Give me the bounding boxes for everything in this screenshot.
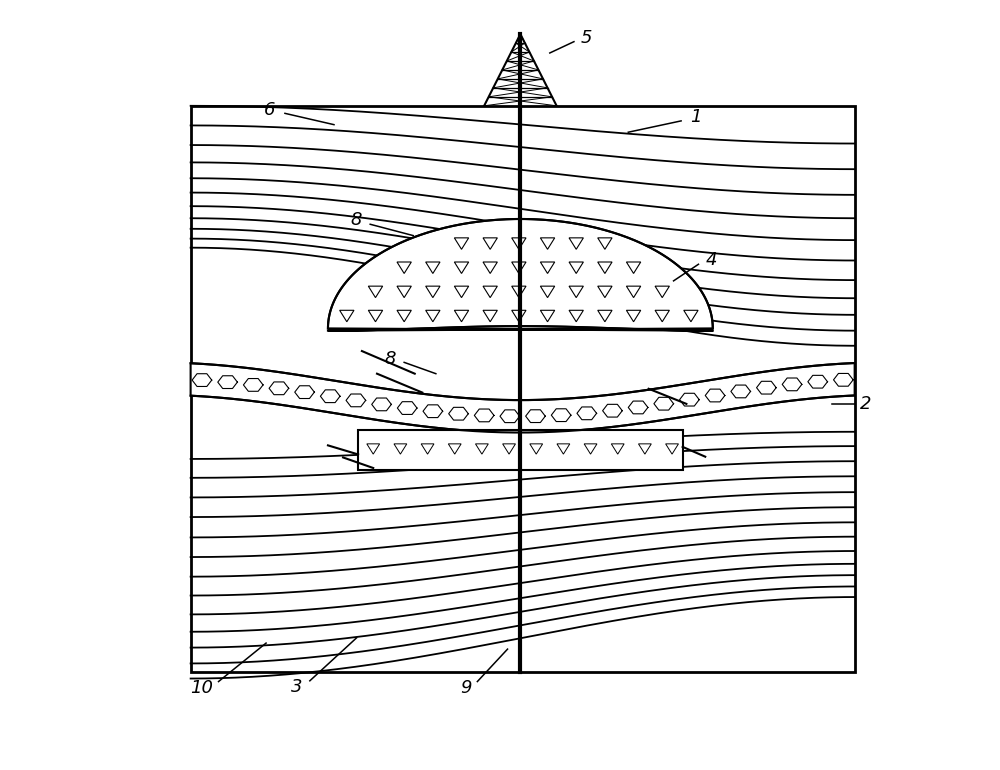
Polygon shape [626,310,641,322]
Polygon shape [569,238,583,249]
Polygon shape [626,262,641,273]
Polygon shape [530,444,543,454]
Bar [191,105,855,671]
Polygon shape [655,286,669,298]
Polygon shape [421,444,434,454]
Polygon shape [475,444,488,454]
Polygon shape [448,444,461,454]
Polygon shape [426,286,440,298]
Polygon shape [569,310,583,322]
Polygon shape [655,310,669,322]
Text: 8: 8 [385,350,396,367]
Polygon shape [368,286,383,298]
Polygon shape [397,310,411,322]
Text: 8: 8 [351,212,362,229]
Text: 1: 1 [690,108,702,126]
Text: 4: 4 [706,252,717,270]
Polygon shape [626,286,641,298]
Polygon shape [512,286,526,298]
Polygon shape [512,238,526,249]
Polygon shape [483,310,497,322]
Polygon shape [454,310,469,322]
Text: 3: 3 [291,678,302,696]
Polygon shape [598,238,612,249]
Polygon shape [426,310,440,322]
Polygon shape [569,262,583,273]
Polygon shape [367,444,380,454]
Polygon shape [328,219,713,330]
Polygon shape [503,444,515,454]
Polygon shape [512,310,526,322]
Polygon shape [569,286,583,298]
Polygon shape [557,444,570,454]
Polygon shape [483,238,497,249]
Polygon shape [638,444,651,454]
Polygon shape [426,262,440,273]
Polygon shape [598,310,612,322]
Polygon shape [540,286,555,298]
Text: 5: 5 [581,29,593,47]
Polygon shape [540,238,555,249]
Polygon shape [684,310,698,322]
Polygon shape [512,262,526,273]
Text: 9: 9 [460,679,472,698]
Polygon shape [598,262,612,273]
Polygon shape [483,262,497,273]
Polygon shape [454,286,469,298]
Polygon shape [666,444,678,454]
Bar [358,430,683,470]
Polygon shape [394,444,407,454]
Polygon shape [397,286,411,298]
Polygon shape [191,363,855,433]
Polygon shape [540,310,555,322]
Polygon shape [611,444,624,454]
Text: 2: 2 [860,395,872,413]
Polygon shape [483,286,497,298]
Polygon shape [454,238,469,249]
Polygon shape [454,262,469,273]
Polygon shape [368,310,383,322]
Polygon shape [340,310,354,322]
Polygon shape [397,262,411,273]
Polygon shape [540,262,555,273]
Polygon shape [584,444,597,454]
Text: 10: 10 [190,679,213,698]
Text: 6: 6 [264,101,276,119]
Polygon shape [598,286,612,298]
